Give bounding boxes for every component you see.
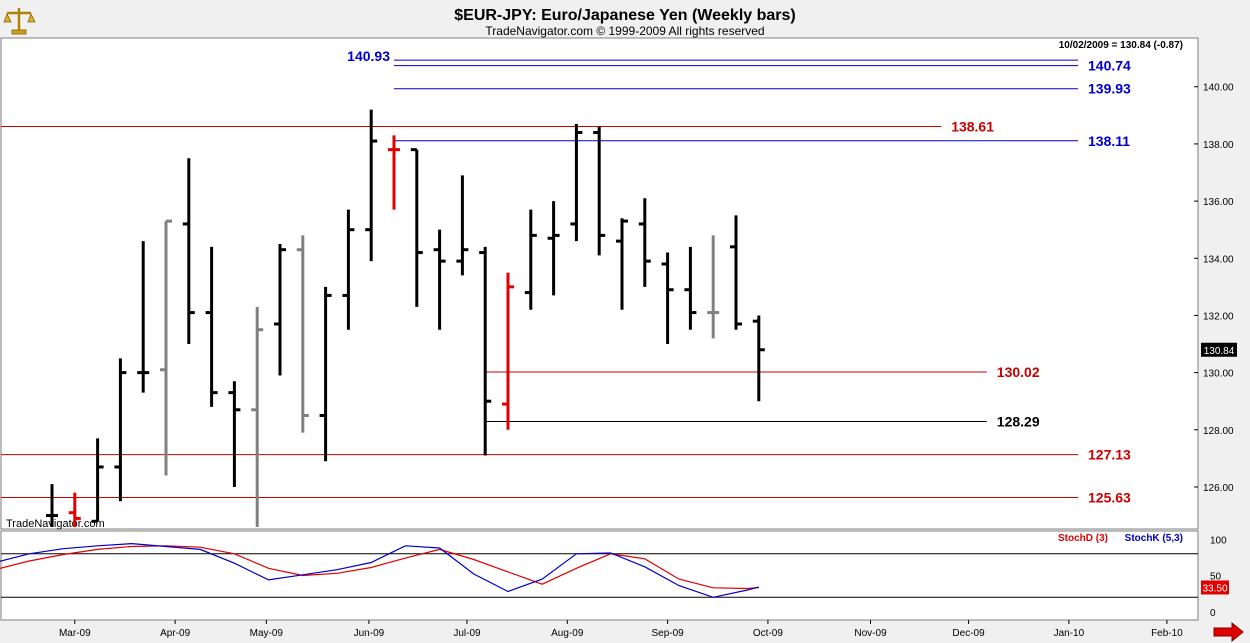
level-label: 128.29 <box>997 414 1040 430</box>
watermark: TradeNavigator.com <box>6 518 105 530</box>
x-tick-label: Sep-09 <box>651 628 684 639</box>
price-tick-label: 138.00 <box>1203 140 1234 151</box>
level-label: 140.74 <box>1088 58 1131 74</box>
price-bar[interactable] <box>160 219 172 476</box>
scales-logo-icon[interactable] <box>3 4 36 36</box>
price-tick-label: 130.00 <box>1203 369 1234 380</box>
price-bar[interactable] <box>182 158 195 345</box>
stochastic-panel[interactable] <box>0 530 1199 621</box>
price-bar[interactable] <box>137 241 150 393</box>
x-tick-label: Jul-09 <box>453 628 481 639</box>
price-bar[interactable] <box>205 246 218 407</box>
stoch-tick-label: 100 <box>1210 535 1227 546</box>
price-tick-label: 126.00 <box>1203 483 1234 494</box>
price-bar[interactable] <box>319 286 332 462</box>
x-tick-label: Aug-09 <box>551 628 584 639</box>
price-bar[interactable] <box>274 243 286 376</box>
price-bar[interactable] <box>502 272 514 430</box>
stoch-series-line[interactable] <box>0 545 759 590</box>
stoch-current-marker: 33.50 <box>1201 580 1229 595</box>
x-tick-label: Oct-09 <box>753 628 783 639</box>
price-bar[interactable] <box>228 381 241 487</box>
chart-subtitle: TradeNavigator.com © 1999-2009 All right… <box>485 24 764 38</box>
x-tick-label: Jan-10 <box>1054 628 1085 639</box>
price-bar[interactable] <box>638 198 651 287</box>
price-bar[interactable] <box>296 235 309 433</box>
price-panel[interactable] <box>0 37 1199 530</box>
price-bar[interactable] <box>570 123 583 242</box>
price-bar[interactable] <box>114 358 127 502</box>
stoch-tick-label: 50 <box>1210 572 1222 583</box>
price-bar[interactable] <box>342 209 355 330</box>
level-label: 138.61 <box>951 118 994 134</box>
price-bar[interactable] <box>593 126 606 256</box>
price-tick-label: 132.00 <box>1203 311 1234 322</box>
stoch-tick-label: 0 <box>1210 608 1216 619</box>
price-bar[interactable] <box>752 315 765 402</box>
price-tick-label: 128.00 <box>1203 426 1234 437</box>
price-tick-label: 134.00 <box>1203 254 1234 265</box>
price-bar[interactable] <box>91 438 104 523</box>
price-bar[interactable] <box>410 148 423 307</box>
price-bar[interactable] <box>547 201 560 296</box>
scroll-right-icon[interactable] <box>1213 621 1244 643</box>
price-bar[interactable] <box>365 109 378 262</box>
level-label: 125.63 <box>1088 490 1131 506</box>
level-label: 127.13 <box>1088 447 1131 463</box>
stoch-series-line[interactable] <box>0 542 759 598</box>
price-bar[interactable] <box>46 484 58 527</box>
price-bar[interactable] <box>456 175 469 276</box>
price-bar[interactable] <box>433 229 446 330</box>
x-tick-label: Mar-09 <box>59 628 91 639</box>
price-bar[interactable] <box>388 135 400 210</box>
level-label: 139.93 <box>1088 81 1131 97</box>
chart-title: $EUR-JPY: Euro/Japanese Yen (Weekly bars… <box>454 7 795 24</box>
stoch-current-value: 33.50 <box>1202 583 1227 594</box>
price-tick-label: 140.00 <box>1203 83 1234 94</box>
price-tick-label: 136.00 <box>1203 197 1234 208</box>
x-tick-label: May-09 <box>250 628 284 639</box>
price-current-value: 130.84 <box>1204 346 1235 357</box>
price-bar[interactable] <box>616 218 628 310</box>
price-bar[interactable] <box>524 209 537 310</box>
legend-stochk: StochK (5,3) <box>1125 533 1183 544</box>
last-bar-readout: 10/02/2009 = 130.84 (-0.87) <box>1059 40 1183 51</box>
x-tick-label: Nov-09 <box>854 628 887 639</box>
x-tick-label: Apr-09 <box>160 628 190 639</box>
price-bar[interactable] <box>684 246 697 330</box>
level-label: 140.93 <box>347 48 390 64</box>
price-bar[interactable] <box>661 252 674 345</box>
level-label: 130.02 <box>997 364 1040 380</box>
x-tick-label: Jun-09 <box>354 628 385 639</box>
price-bar[interactable] <box>479 246 492 456</box>
price-bar[interactable] <box>251 306 264 527</box>
price-bar[interactable] <box>730 215 742 330</box>
level-label: 138.11 <box>1088 133 1130 149</box>
x-tick-label: Dec-09 <box>952 628 985 639</box>
price-bar[interactable] <box>68 492 81 527</box>
price-current-marker: 130.84 <box>1201 342 1237 357</box>
legend-stochd: StochD (3) <box>1058 533 1108 544</box>
x-tick-label: Feb-10 <box>1151 628 1183 639</box>
price-bar[interactable] <box>707 235 720 339</box>
